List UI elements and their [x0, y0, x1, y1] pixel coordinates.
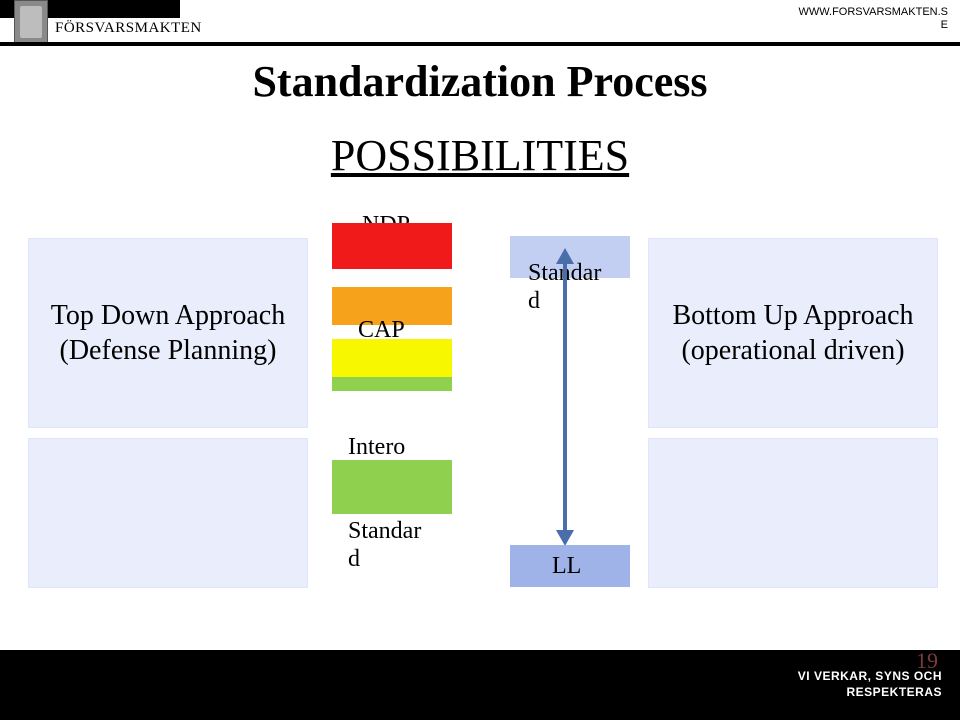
slide-title: Standardization Process	[0, 56, 960, 107]
label-intero: Intero	[348, 434, 405, 461]
left-approach-line2: (Defense Planning)	[60, 335, 277, 366]
right-approach-line1: Bottom Up Approach	[672, 300, 913, 331]
footer-slogan-line2: RESPEKTERAS	[846, 685, 942, 699]
slide-root: FÖRSVARSMAKTEN WWW.FORSVARSMAKTEN.S E St…	[0, 0, 960, 720]
left-approach-box: Top Down Approach (Defense Planning)	[28, 238, 308, 428]
header-url-line1: WWW.FORSVARSMAKTEN.S	[798, 6, 948, 18]
block-green-strip	[332, 377, 452, 391]
right-approach-line2: (operational driven)	[681, 335, 904, 366]
slide-subtitle: POSSIBILITIES	[0, 130, 960, 181]
right-empty-box	[648, 438, 938, 588]
left-approach-text: Top Down Approach (Defense Planning)	[51, 298, 285, 368]
label-standard-left: Standard	[348, 518, 421, 573]
footer-slogan-line1: VI VERKAR, SYNS OCH	[798, 669, 942, 683]
left-approach-line1: Top Down Approach	[51, 300, 285, 331]
left-empty-box	[28, 438, 308, 588]
right-approach-text: Bottom Up Approach (operational driven)	[672, 298, 913, 368]
header-url-line2: E	[941, 19, 948, 31]
block-red	[332, 223, 452, 269]
arrow-down-icon	[556, 530, 574, 546]
label-ll: LL	[552, 553, 581, 580]
org-wordmark: FÖRSVARSMAKTEN	[55, 20, 202, 37]
block-green	[332, 460, 452, 514]
header-rule	[0, 42, 960, 46]
block-yellow	[332, 339, 452, 377]
footer-slogan: VI VERKAR, SYNS OCH RESPEKTERAS	[798, 668, 942, 700]
right-approach-box: Bottom Up Approach (operational driven)	[648, 238, 938, 428]
org-crest-icon	[14, 0, 48, 44]
header-url: WWW.FORSVARSMAKTEN.S E	[798, 6, 948, 32]
arrow-line	[563, 262, 567, 532]
